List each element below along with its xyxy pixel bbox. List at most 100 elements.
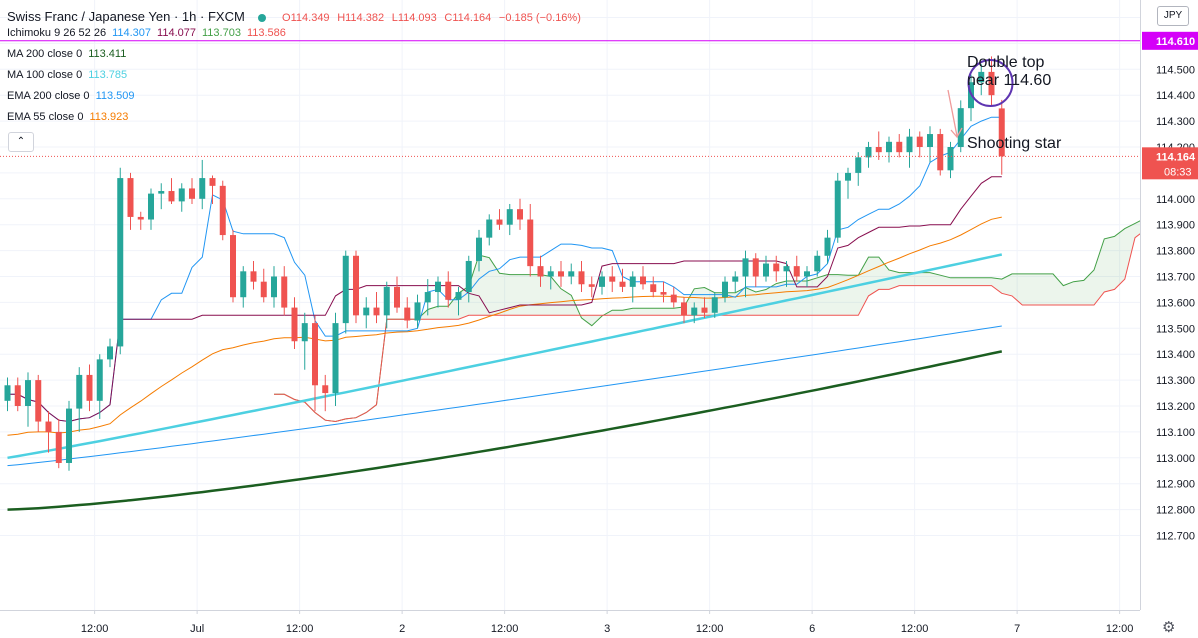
candle[interactable]	[691, 302, 698, 324]
candle[interactable]	[209, 175, 216, 204]
candle[interactable]	[773, 255, 780, 282]
candle[interactable]	[558, 260, 564, 287]
candle[interactable]	[629, 271, 636, 303]
candle[interactable]	[465, 255, 472, 303]
candle[interactable]	[599, 271, 605, 295]
candle[interactable]	[660, 281, 667, 303]
gear-icon[interactable]: ⚙	[1162, 619, 1176, 636]
candle[interactable]	[158, 183, 165, 210]
candle[interactable]	[107, 338, 113, 368]
candle[interactable]	[271, 266, 277, 308]
candle[interactable]	[763, 255, 769, 282]
candle[interactable]	[752, 253, 759, 287]
candle[interactable]	[383, 281, 390, 329]
last-price-badge[interactable]	[1142, 147, 1198, 180]
level-badge[interactable]	[1142, 31, 1198, 50]
candle[interactable]	[76, 367, 83, 432]
candle[interactable]	[455, 286, 462, 316]
candle[interactable]	[4, 377, 11, 412]
candle[interactable]	[117, 167, 124, 355]
currency-badge[interactable]: JPY	[1157, 6, 1189, 26]
candle[interactable]	[363, 297, 370, 329]
candle[interactable]	[517, 198, 523, 230]
candle[interactable]	[394, 276, 400, 313]
candle[interactable]	[896, 134, 903, 158]
candle[interactable]	[353, 250, 359, 324]
candle[interactable]	[373, 292, 380, 324]
candle[interactable]	[178, 183, 185, 212]
candle[interactable]	[301, 312, 308, 370]
candle[interactable]	[886, 136, 892, 163]
candle[interactable]	[414, 294, 421, 329]
time-axis[interactable]: 12:00 Jul 12:00 2 12:00 3 12:00 6 12:00 7 12:00	[0, 610, 1198, 638]
candle[interactable]	[435, 276, 441, 308]
candle[interactable]	[875, 131, 882, 160]
candle[interactable]	[86, 364, 93, 412]
candle[interactable]	[496, 209, 503, 230]
candle[interactable]	[445, 271, 452, 308]
candle[interactable]	[260, 268, 267, 303]
candle[interactable]	[722, 276, 728, 303]
candle[interactable]	[424, 279, 431, 316]
candle[interactable]	[927, 126, 933, 163]
candle[interactable]	[578, 260, 585, 293]
candle[interactable]	[322, 374, 329, 412]
candle[interactable]	[199, 159, 206, 210]
candle[interactable]	[742, 250, 749, 298]
indicator-legend-row[interactable]: MA 100 close 0 113.785	[7, 69, 127, 81]
indicator-legend-row[interactable]: MA 200 close 0 113.411	[7, 48, 126, 60]
candle[interactable]	[783, 260, 790, 287]
candle[interactable]	[988, 56, 995, 106]
candle[interactable]	[476, 229, 482, 272]
candle[interactable]	[96, 354, 103, 419]
candle[interactable]	[568, 263, 575, 285]
candle[interactable]	[527, 203, 534, 277]
candle[interactable]	[609, 266, 616, 293]
indicator-legend-row[interactable]: Ichimoku 9 26 52 26 114.307 114.077 113.703…	[7, 27, 286, 39]
candle[interactable]	[486, 214, 493, 246]
candle[interactable]	[281, 266, 288, 316]
candle[interactable]	[342, 250, 349, 334]
candle[interactable]	[937, 128, 944, 176]
candle[interactable]	[916, 131, 923, 158]
candle[interactable]	[834, 172, 841, 243]
candle[interactable]	[168, 178, 175, 204]
candle[interactable]	[14, 377, 21, 412]
price-axis[interactable]: 112.700 112.800 112.900 113.000 113.100 113.2…	[1140, 0, 1198, 638]
symbol-name[interactable]: Swiss Franc / Japanese Yen	[7, 9, 171, 24]
candle[interactable]	[732, 271, 739, 293]
candle[interactable]	[998, 99, 1005, 175]
candle[interactable]	[332, 312, 339, 406]
candle[interactable]	[865, 141, 872, 168]
candle[interactable]	[404, 297, 411, 329]
candle[interactable]	[681, 297, 687, 324]
indicator-legend-row[interactable]: EMA 200 close 0 113.509	[7, 90, 135, 102]
candle[interactable]	[127, 172, 134, 230]
candle[interactable]	[137, 211, 144, 230]
candle[interactable]	[804, 266, 810, 287]
candlesticks[interactable]	[4, 56, 1005, 471]
candle[interactable]	[619, 268, 626, 293]
candle[interactable]	[978, 64, 985, 96]
candle[interactable]	[250, 260, 257, 290]
candle[interactable]	[230, 229, 236, 303]
candle[interactable]	[588, 276, 595, 298]
candle[interactable]	[845, 167, 851, 199]
candle[interactable]	[66, 400, 72, 471]
candle[interactable]	[670, 286, 677, 308]
candle[interactable]	[537, 255, 544, 287]
candle[interactable]	[640, 266, 646, 290]
candle[interactable]	[291, 297, 298, 350]
collapse-legend-button[interactable]: ⌃	[8, 132, 34, 152]
candle[interactable]	[824, 229, 831, 264]
interval-label[interactable]: 1h	[181, 9, 197, 24]
candle[interactable]	[25, 372, 31, 427]
candle[interactable]	[650, 276, 657, 298]
candle[interactable]	[240, 266, 247, 308]
candle[interactable]	[312, 315, 318, 412]
candle[interactable]	[45, 411, 52, 453]
candle[interactable]	[219, 180, 226, 241]
candle[interactable]	[35, 374, 42, 432]
candle[interactable]	[814, 250, 821, 277]
candle[interactable]	[906, 128, 913, 168]
